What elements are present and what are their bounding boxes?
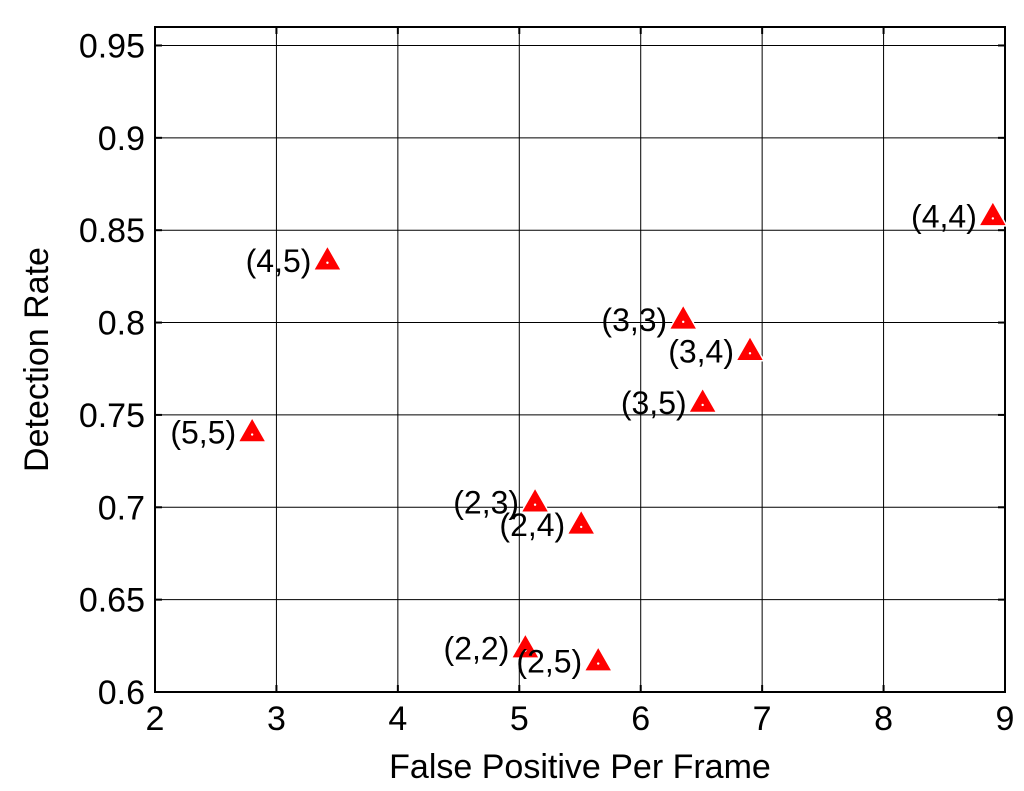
point-label: (4,4) <box>911 198 977 234</box>
point-label: (4,5) <box>246 243 312 279</box>
y-tick-labels: 0.6 0.65 0.7 0.75 0.8 0.85 0.9 0.95 <box>79 27 145 712</box>
y-tick-label: 0.65 <box>79 582 145 620</box>
y-tick-label: 0.8 <box>98 305 145 343</box>
point-label: (2,3) <box>453 485 519 521</box>
marker-center-dot <box>748 352 752 355</box>
y-tick-label: 0.75 <box>79 397 145 435</box>
x-tick-label: 2 <box>146 700 165 738</box>
point-label: (3,5) <box>621 385 687 421</box>
x-tick-label: 4 <box>388 700 407 738</box>
marker-center-dot <box>991 217 995 220</box>
point-label: (2,5) <box>516 644 582 680</box>
marker-center-dot <box>326 261 329 264</box>
x-tick-label: 9 <box>996 700 1015 738</box>
y-tick-label: 0.6 <box>98 674 145 712</box>
triangle-marker <box>582 645 614 672</box>
triangle-marker <box>519 486 551 513</box>
y-tick-label: 0.9 <box>98 120 145 158</box>
marker-center-dot <box>524 649 527 652</box>
point-label: (3,4) <box>668 333 734 369</box>
data-point: (2,4) <box>499 507 597 543</box>
triangle-marker <box>565 508 597 536</box>
data-point: (4,5) <box>246 243 343 279</box>
x-tick-label: 7 <box>753 700 772 738</box>
data-point: (2,2) <box>444 631 541 667</box>
data-point: (3,5) <box>621 385 718 421</box>
marker-center-dot <box>580 525 583 529</box>
triangle-marker <box>734 334 766 362</box>
y-tick-label: 0.95 <box>79 27 145 65</box>
point-label: (3,3) <box>601 302 667 338</box>
triangle-marker <box>687 386 718 414</box>
marker-center-dot <box>597 662 600 665</box>
data-point: (2,5) <box>516 644 614 680</box>
y-tick-label: 0.85 <box>79 212 145 250</box>
triangle-marker <box>312 244 343 271</box>
data-point: (3,4) <box>668 333 766 369</box>
x-axis-title: False Positive Per Frame <box>389 748 771 786</box>
data-point: (3,3) <box>601 302 699 338</box>
plot-frame <box>154 26 1006 693</box>
point-label: (2,4) <box>499 507 565 543</box>
grid <box>154 27 1006 693</box>
triangle-marker <box>977 199 1009 227</box>
x-tick-label: 5 <box>510 700 529 738</box>
y-axis-title: Detection Rate <box>18 247 56 472</box>
marker-center-dot <box>250 433 254 436</box>
data-points: (2,2) (2,3)(2,4) (2,5) (3,3)(3,4) (3,5) (4,4)… <box>170 198 1009 680</box>
x-tick-label: 6 <box>631 700 650 738</box>
triangle-marker <box>236 416 268 443</box>
data-point: (4,4) <box>911 198 1009 234</box>
marker-center-dot <box>533 503 537 506</box>
x-tick-label: 3 <box>267 700 286 738</box>
data-point: (2,3) <box>453 485 551 521</box>
y-tick-label: 0.7 <box>98 489 145 527</box>
data-point: (5,5) <box>170 415 268 451</box>
marker-center-dot <box>682 320 685 324</box>
marker-center-dot <box>701 403 704 407</box>
x-tick-label: 8 <box>874 700 893 738</box>
point-label: (5,5) <box>170 415 236 451</box>
triangle-marker <box>510 632 541 659</box>
point-label: (2,2) <box>444 631 510 667</box>
triangle-marker <box>667 303 699 331</box>
axis-ticks <box>154 27 1006 693</box>
x-tick-labels: 2 3 4 5 6 7 8 9 <box>146 700 1015 738</box>
